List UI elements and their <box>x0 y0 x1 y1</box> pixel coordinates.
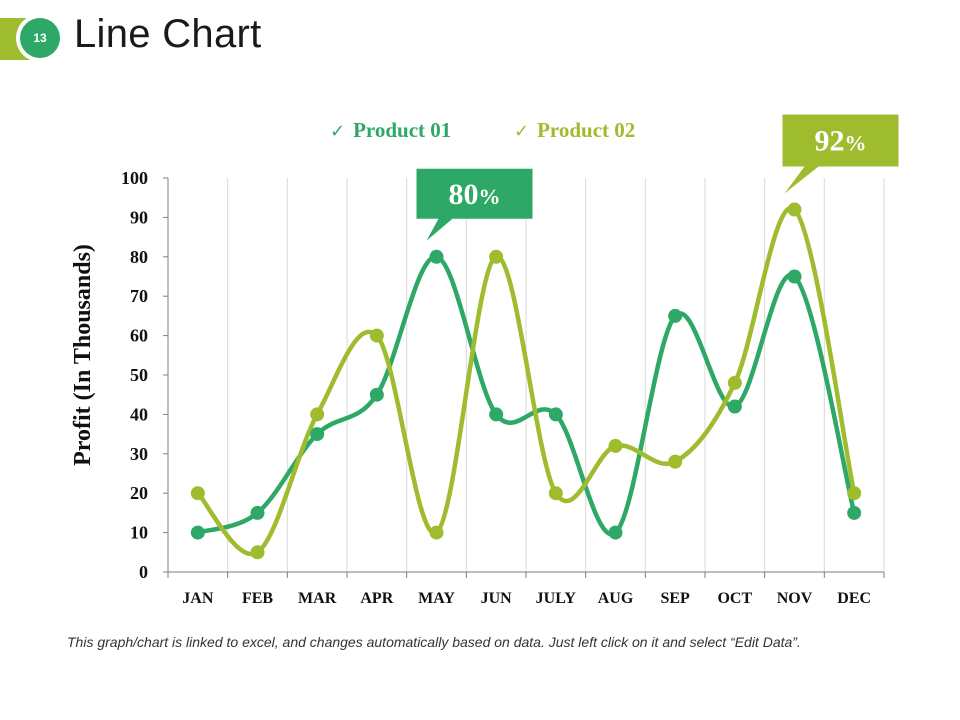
x-tick-label: JULY <box>536 590 577 607</box>
data-point-series-1 <box>548 407 563 422</box>
page-title: Line Chart <box>74 12 262 56</box>
x-tick-label: AUG <box>598 590 634 607</box>
y-tick-label: 30 <box>130 444 148 464</box>
data-point-series-2 <box>489 249 504 264</box>
data-point-series-1 <box>489 407 504 422</box>
y-tick-label: 60 <box>130 326 148 346</box>
legend-label: Product 02 <box>537 118 636 142</box>
callout-1: 80% <box>416 168 533 241</box>
x-tick-label: APR <box>360 590 393 607</box>
legend-product-02[interactable]: ✓ Product 02 <box>514 118 635 143</box>
callout-shape <box>416 168 533 241</box>
data-point-series-2 <box>608 438 623 453</box>
data-point-series-2 <box>787 202 802 217</box>
check-icon: ✓ <box>330 121 346 142</box>
y-axis-label: Profit (In Thousands) <box>70 244 96 466</box>
callout-label: 80% <box>449 178 501 211</box>
data-point-series-2 <box>310 407 325 422</box>
data-point-series-1 <box>847 505 862 520</box>
x-tick-label: FEB <box>242 590 273 607</box>
legend-label: Product 01 <box>353 118 452 142</box>
x-tick-label: DEC <box>837 590 871 607</box>
x-tick-label: JAN <box>182 590 214 607</box>
data-point-series-1 <box>310 427 325 442</box>
data-point-series-2 <box>429 525 444 540</box>
data-point-series-2 <box>548 486 563 501</box>
data-point-series-2 <box>250 545 265 560</box>
data-point-series-1 <box>190 525 205 540</box>
callout-2: 92% <box>782 114 899 194</box>
x-tick-label: JUN <box>481 590 513 607</box>
data-point-series-1 <box>429 249 444 264</box>
y-tick-label: 80 <box>130 247 148 267</box>
x-tick-label: NOV <box>777 590 813 607</box>
y-tick-label: 100 <box>121 168 148 188</box>
data-point-series-2 <box>727 375 742 390</box>
legend-product-01[interactable]: ✓ Product 01 <box>330 118 451 143</box>
x-tick-label: MAR <box>298 590 337 607</box>
y-tick-label: 70 <box>130 286 148 306</box>
data-point-series-1 <box>727 399 742 414</box>
footer-note: This graph/chart is linked to excel, and… <box>67 634 801 650</box>
data-point-series-1 <box>608 525 623 540</box>
slide-number-badge: 13 <box>20 18 60 58</box>
y-tick-label: 90 <box>130 207 148 227</box>
y-tick-label: 40 <box>130 404 148 424</box>
y-tick-label: 10 <box>130 523 148 543</box>
check-icon: ✓ <box>514 121 530 142</box>
data-point-series-2 <box>668 454 683 469</box>
y-tick-label: 0 <box>139 562 148 582</box>
data-point-series-2 <box>369 328 384 343</box>
data-point-series-1 <box>369 387 384 402</box>
x-tick-label: OCT <box>717 590 752 607</box>
y-tick-label: 50 <box>130 365 148 385</box>
callout-label: 92% <box>815 125 867 158</box>
data-point-series-1 <box>787 269 802 284</box>
data-point-series-1 <box>668 308 683 323</box>
y-tick-label: 20 <box>130 483 148 503</box>
callout-shape <box>782 114 899 194</box>
x-tick-label: MAY <box>418 590 455 607</box>
data-point-series-2 <box>190 486 205 501</box>
x-tick-label: SEP <box>660 590 690 607</box>
data-point-series-2 <box>847 486 862 501</box>
data-point-series-1 <box>250 505 265 520</box>
